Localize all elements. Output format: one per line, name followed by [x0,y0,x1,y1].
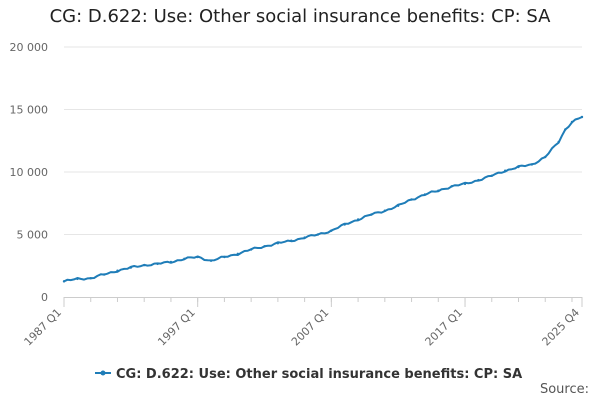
data-point [223,255,226,259]
chart-title: CG: D.622: Use: Other social insurance b… [49,6,551,27]
data-point [490,174,493,177]
data-point [557,140,560,144]
x-tick-label: 1997 Q1 [155,306,198,349]
legend[interactable]: CG: D.622: Use: Other social insurance b… [95,367,522,382]
x-tick-label: 2017 Q1 [423,306,466,349]
data-point [343,223,346,226]
data-point [303,236,306,239]
data-point [570,120,574,124]
data-point [62,280,66,283]
data-point [330,229,333,232]
source-label[interactable]: Source: [539,382,589,397]
data-point [544,155,547,159]
data-point [370,213,373,216]
series-line [63,116,583,283]
x-tick-label: 2025 Q4 [540,306,583,349]
data-point [156,262,159,266]
data-point [517,165,520,169]
data-point [76,277,79,281]
legend-label: CG: D.622: Use: Other social insurance b… [116,367,522,382]
data-point [129,266,133,269]
data-point [383,209,387,212]
x-tick-label: 2007 Q1 [289,306,332,349]
data-point [463,182,467,186]
series-layer [62,115,584,283]
y-tick-label: 15 000 [10,104,49,117]
y-tick-label: 10 000 [10,166,49,179]
data-point [410,198,413,201]
data-point [276,242,280,245]
data-point [450,185,453,188]
data-point [290,239,293,242]
data-point [580,115,584,119]
data-point [143,263,146,267]
data-point [169,260,173,264]
data-point [396,204,400,207]
y-tick-label: 0 [41,291,48,304]
data-point [477,178,480,182]
gridlines [64,46,582,235]
data-point [423,193,427,196]
data-point [316,233,320,236]
x-tick-label: 1987 Q1 [22,306,65,349]
data-point [564,128,567,131]
data-point [263,245,266,248]
data-point [437,189,440,192]
y-tick-label: 20 000 [10,41,49,54]
y-axis: 0 5 000 10 000 15 000 20 000 [10,41,49,304]
data-point [183,257,186,261]
data-point [356,218,360,221]
data-point [249,248,253,251]
data-point [89,277,92,280]
x-axis: 1987 Q1 1997 Q1 2007 Q1 2017 Q1 2025 Q4 [22,297,583,348]
data-point [503,169,507,172]
data-point [209,259,213,262]
data-point [102,273,106,276]
y-tick-label: 5 000 [17,229,49,242]
legend-marker [100,370,106,376]
data-point [530,163,534,166]
data-point [116,269,119,272]
data-point [196,255,199,259]
data-point [236,252,239,256]
